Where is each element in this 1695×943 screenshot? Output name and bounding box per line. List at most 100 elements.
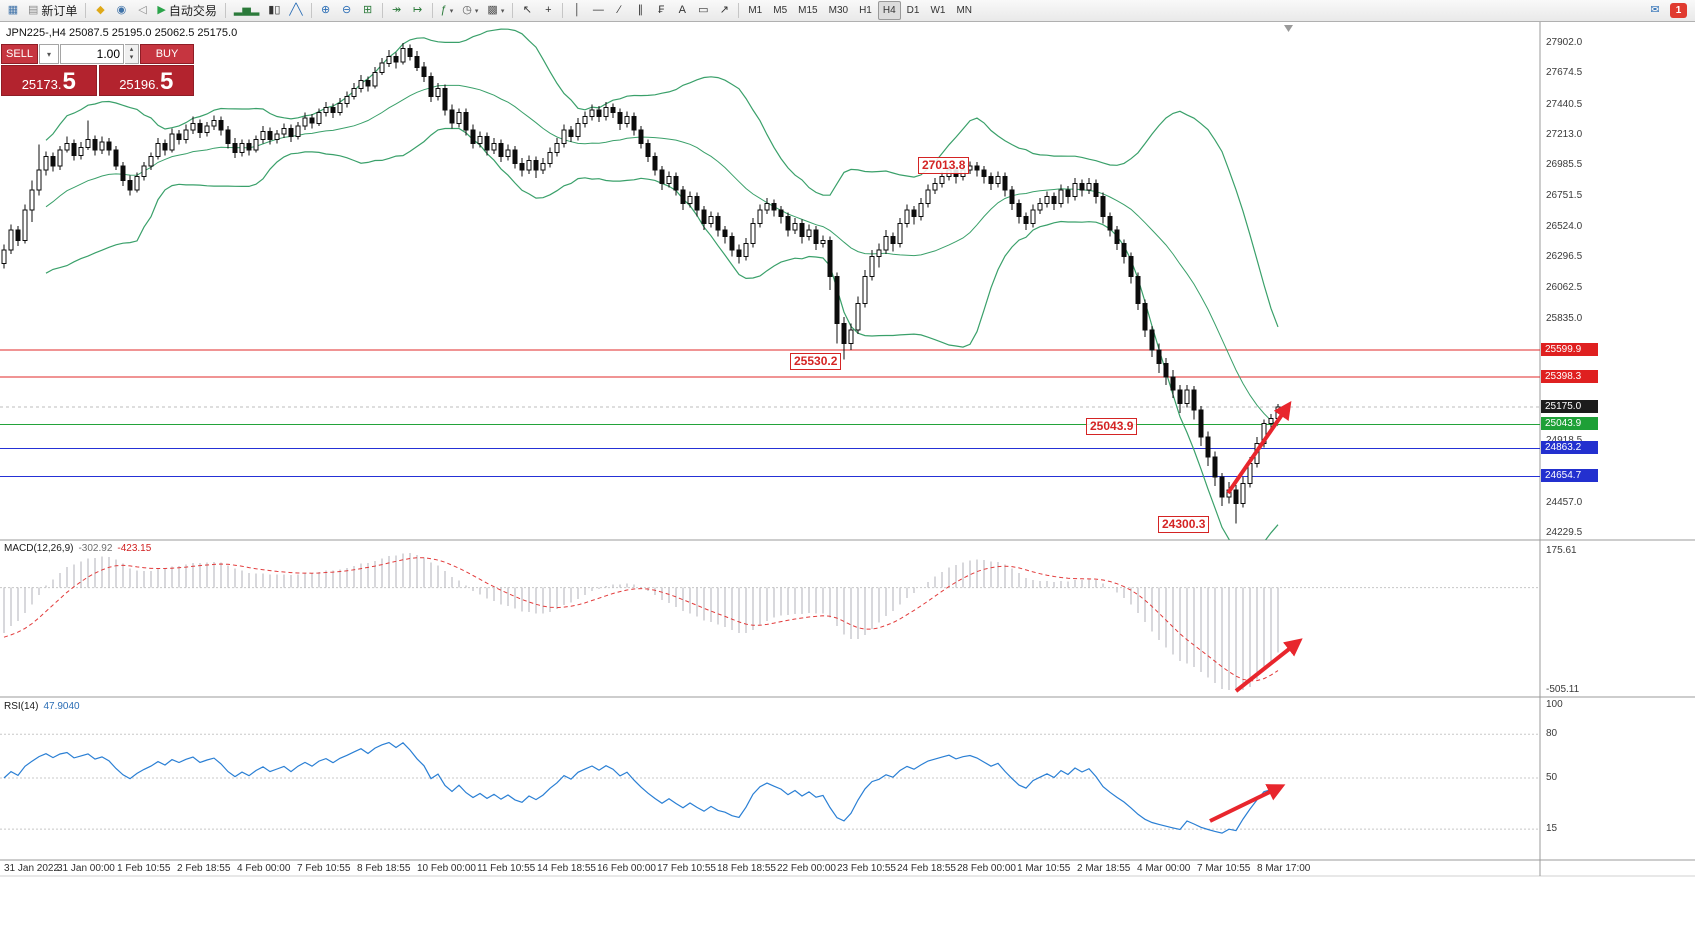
crosshair-button[interactable]: + [538,1,558,20]
rsi-header: RSI(14) 47.9040 [4,701,85,712]
bid-price: 25173. [21,77,62,92]
one-click-price-row: 25173. 5 25196. 5 [1,65,194,96]
toolbar-separator [310,3,312,18]
chart-symbol-ohlc: JPN225-,H4 25087.5 25195.0 25062.5 25175… [6,27,238,39]
new-order-button[interactable]: ▤ 新订单 [24,1,81,20]
trend-arrows [1209,401,1303,823]
timeframe-mn-button[interactable]: MN [951,1,977,20]
chart-window[interactable]: JPN225-,H4 25087.5 25195.0 25062.5 25175… [0,22,1695,943]
new-order-button-label: 新订单 [41,4,78,18]
chat-button[interactable]: ✉ [1645,1,1665,20]
periods-button[interactable]: ◷ ▾ [458,1,482,20]
line-chart-type-button[interactable]: ╱╲ [285,1,306,20]
chevron-down-icon: ▾ [474,7,479,15]
auto-trading-button-label: 自动交易 [168,4,217,18]
toolbar-buttons: ▦ ▤ 新订单 ◆ ◉ ◁ ▶ 自动交易 ▂▅▂ ▮▯ ╱╲ ⊕ ⊖ ⊞ ↠ ↦ ƒ ▾ ◷ ▾ ▩ ▾ ↖ + │ — ∕ ∥ ₣ A ▭… [3,1,977,20]
rsi-label: RSI(14) [4,701,39,712]
equidistant-channel-button[interactable]: ∥ [630,1,650,20]
community-icon-button[interactable]: ◉ [111,1,131,20]
one-click-top-row: SELL ▾ ▴▾ BUY [1,44,194,64]
notifications-badge[interactable]: 1 [1670,3,1687,18]
tile-windows-icon: ⊞ [363,4,373,16]
rsi-layer [0,733,1540,834]
timeframe-h1-button[interactable]: H1 [854,1,877,20]
zoom-out-button[interactable]: ⊖ [337,1,357,20]
one-click-trading-panel: SELL ▾ ▴▾ BUY 25173.5 25196.5 [1,44,194,96]
equidistant-channel-icon: ∥ [637,4,644,16]
chevron-down-icon: ▾ [449,7,454,15]
stepper-down-icon[interactable]: ▾ [129,54,134,61]
sell-button[interactable]: SELL [1,44,38,64]
arrows-tool-button[interactable]: ↗ [714,1,734,20]
market-icon-button[interactable]: ◆ [90,1,110,20]
chevron-down-icon: ▾ [500,7,505,15]
trendline-icon: ∕ [618,4,621,16]
trendline-button[interactable]: ∕ [609,1,629,20]
toolbar-separator [224,3,226,18]
timeframe-h4-button[interactable]: H4 [877,1,901,20]
zoom-in-icon: ⊕ [321,4,331,16]
text-tool-button[interactable]: A [672,1,692,20]
timeframe-m5-button[interactable]: M5 [768,1,792,20]
toolbar-separator [381,3,383,18]
macd-label: MACD(12,26,9) [4,543,74,554]
timeframe-m30-button[interactable]: M30 [824,1,853,20]
cursor-button[interactable]: ↖ [517,1,537,20]
shapes-icon: ▭ [698,4,709,16]
line-chart-type-icon: ╱╲ [289,4,303,16]
toolbar-right-buttons: ✉ 1 [1645,1,1692,20]
signals-icon-button[interactable]: ◁ [132,1,152,20]
timeframe-w1-button[interactable]: W1 [925,1,950,20]
zoom-in-button[interactable]: ⊕ [316,1,336,20]
shapes-button[interactable]: ▭ [693,1,713,20]
chevron-down-icon: ▾ [46,49,51,59]
new-chart-icon: ▦ [7,4,19,16]
volume-stepper[interactable]: ▴ ▾ [125,44,139,64]
stepper-up-icon[interactable]: ▴ [129,46,134,53]
horizontal-line-button[interactable]: — [588,1,608,20]
market-icon-icon: ◆ [96,4,105,16]
macd-signal-value: -423.15 [117,543,152,554]
tile-windows-button[interactable]: ⊞ [358,1,378,20]
bid-price-big-digit: 5 [62,68,76,95]
auto-trading-button[interactable]: ▶ 自动交易 [153,1,220,20]
cursor-icon: ↖ [522,4,532,16]
vertical-line-button[interactable]: │ [567,1,587,20]
toolbar-separator [85,3,87,18]
indicators-button[interactable]: ƒ ▾ [437,1,458,20]
candlestick-type-button[interactable]: ▮▯ [264,1,284,20]
buy-button[interactable]: BUY [140,44,194,64]
toolbar-separator [512,3,514,18]
timeframe-d1-button[interactable]: D1 [902,1,925,20]
sell-price-panel[interactable]: 25173. 5 [1,65,97,96]
chat-icon: ✉ [1650,4,1660,16]
vertical-line-icon: │ [573,4,581,16]
text-tool-icon: A [678,4,687,16]
toolbar: ▦ ▤ 新订单 ◆ ◉ ◁ ▶ 自动交易 ▂▅▂ ▮▯ ╱╲ ⊕ ⊖ ⊞ ↠ ↦ ƒ ▾ ◷ ▾ ▩ ▾ ↖ + │ — ∕ ∥ ₣ A ▭… [0,0,1695,22]
auto-scroll-button[interactable]: ↠ [387,1,407,20]
chart-shift-marker [1284,25,1293,32]
auto-scroll-icon: ↠ [392,4,402,16]
volume-input[interactable] [60,44,124,64]
toolbar-separator [431,3,433,18]
bar-chart-type-button[interactable]: ▂▅▂ [230,1,263,20]
macd-layer [0,553,1540,690]
timeframe-m15-button[interactable]: M15 [793,1,822,20]
arrows-tool-icon: ↗ [719,4,729,16]
order-type-dropdown[interactable]: ▾ [39,44,59,64]
new-order-icon: ▤ [28,4,39,16]
macd-header: MACD(12,26,9) -302.92 -423.15 [4,543,156,554]
new-chart-button[interactable]: ▦ [3,1,23,20]
auto-trading-icon: ▶ [157,4,166,16]
templates-button[interactable]: ▩ ▾ [483,1,508,20]
chart-shift-button[interactable]: ↦ [408,1,428,20]
timeframe-m1-button[interactable]: M1 [743,1,767,20]
indicators-icon: ƒ [440,4,447,16]
macd-value: -302.92 [78,543,113,554]
buy-price-panel[interactable]: 25196. 5 [98,65,194,96]
candles-layer [1,43,1281,524]
fibonacci-button[interactable]: ₣ [651,1,671,20]
templates-icon: ▩ [487,4,498,16]
